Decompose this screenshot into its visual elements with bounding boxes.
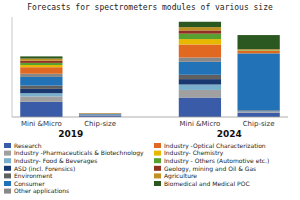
bar-segment <box>179 85 221 90</box>
bar-segment <box>237 54 279 110</box>
bar-segment <box>179 39 221 44</box>
bar-segment <box>20 89 62 93</box>
bar-segment <box>20 96 62 101</box>
x-tick-label: Mini &Micro <box>179 120 220 128</box>
bar-segment <box>79 114 121 115</box>
legend-label: Biomedical and Medical POC <box>164 180 250 187</box>
bar-segment <box>20 56 62 58</box>
bar-segment <box>20 61 62 63</box>
bar-segment <box>179 34 221 39</box>
bar-segment <box>20 74 62 77</box>
bar-segment <box>79 114 121 115</box>
bar-segment <box>237 35 279 49</box>
legend-label: Consumer <box>14 180 45 187</box>
legend-label: Other applications <box>14 187 69 195</box>
bar-segment <box>179 62 221 75</box>
bar-segment <box>179 57 221 61</box>
legend-swatch <box>154 151 161 156</box>
bar-segment <box>79 113 121 114</box>
bar-segment <box>237 111 279 113</box>
bar-segment <box>79 113 121 114</box>
bar-segment <box>79 113 121 114</box>
chart: Forecasts for spectrometers modules of v… <box>0 0 300 200</box>
bar-segment <box>179 22 221 27</box>
bar-segment <box>179 98 221 117</box>
bar-segment <box>20 59 62 61</box>
bar-segment <box>79 113 121 114</box>
bar-segment <box>20 65 62 67</box>
bar-segment <box>79 113 121 114</box>
bar-segment <box>237 51 279 53</box>
bar-segment <box>79 112 121 113</box>
title: Forecasts for spectrometers modules of v… <box>27 3 273 12</box>
y-axis-line <box>12 17 13 117</box>
legend-swatch <box>4 151 11 156</box>
bar-segment <box>237 50 279 51</box>
legend-label: Research <box>14 142 42 149</box>
legend: ResearchIndustry -Pharmaceuticals & Biot… <box>4 142 269 196</box>
bar-segment <box>20 77 62 86</box>
x-tick-label: Chip-size <box>243 120 275 128</box>
legend-swatch <box>4 181 11 186</box>
bars <box>20 22 280 117</box>
legend-swatch <box>154 158 161 163</box>
bar-segment <box>79 114 121 115</box>
legend-swatch <box>4 166 11 171</box>
bar-segment <box>237 111 279 113</box>
bar-segment <box>79 113 121 114</box>
bar-segment <box>79 115 121 116</box>
legend-label: ASD (incl. Forensics) <box>14 165 75 172</box>
bar-segment <box>179 27 221 30</box>
legend-swatch <box>154 181 161 186</box>
x-tick-label: Mini &Micro <box>21 120 62 128</box>
bar-segment <box>237 110 279 112</box>
legend-swatch <box>4 158 11 163</box>
legend-swatch <box>154 173 161 178</box>
bar-segment <box>179 75 221 79</box>
legend-swatch <box>154 143 161 148</box>
bar-segment <box>179 44 221 57</box>
bar-segment <box>20 86 62 89</box>
bar-segment <box>20 63 62 65</box>
bar-segment <box>179 30 221 33</box>
bar-segment <box>179 90 221 98</box>
bar-segment <box>79 113 121 114</box>
bar-segment <box>20 93 62 96</box>
legend-swatch <box>4 143 11 148</box>
x-axis-line <box>12 117 288 118</box>
legend-swatch <box>154 166 161 171</box>
bar-segment <box>179 79 221 84</box>
annotation: 2019 <box>58 129 83 139</box>
bar-segment <box>237 49 279 50</box>
bar-segment <box>20 67 62 73</box>
legend-label: Environment <box>14 172 53 179</box>
legend-swatch <box>4 189 11 194</box>
bar-segment <box>237 113 279 117</box>
annotation: 2024 <box>217 129 242 139</box>
x-tick-label: Chip-size <box>84 120 116 128</box>
legend-swatch <box>4 173 11 178</box>
bar-segment <box>237 50 279 51</box>
bar-segment <box>20 102 62 117</box>
